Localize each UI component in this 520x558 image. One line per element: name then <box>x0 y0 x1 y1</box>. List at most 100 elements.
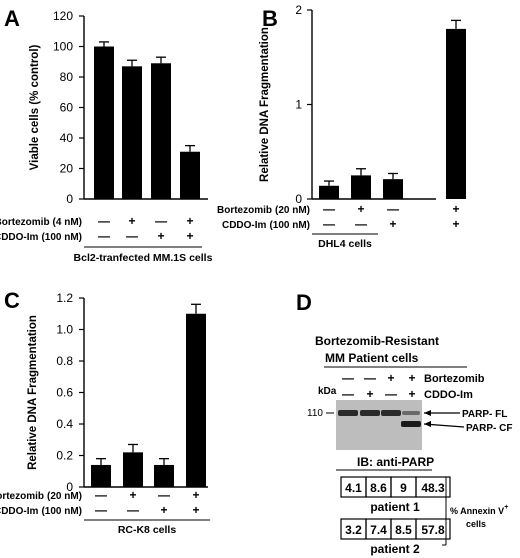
y-axis-title: Viable cells (% control) <box>29 44 41 170</box>
treatment-name: Bortezomib <box>0 217 50 228</box>
annexin-cell <box>415 518 451 540</box>
blot-title: Bortezomib-Resistant <box>315 334 439 348</box>
bar <box>180 151 200 199</box>
treatment-label: CDDO-Im(100 nM) <box>0 232 82 243</box>
annexin-cells-label: cells <box>466 519 486 529</box>
treatment-sign: + <box>452 217 459 231</box>
treatment-sign: — <box>127 503 139 517</box>
y-tick-label: 0 <box>66 480 73 494</box>
treatment-name: CDDO-Im <box>222 220 267 231</box>
treatment-sign: + <box>160 503 167 517</box>
treatment-sign: — <box>98 214 110 228</box>
y-tick-label: 0 <box>66 192 73 206</box>
treatment-dose: (100 nM) <box>41 506 82 517</box>
treatment-dose: (20 nM) <box>47 491 82 502</box>
bar <box>446 28 466 200</box>
treatment-dose: (100 nM) <box>41 232 82 243</box>
y-tick-label: 20 <box>60 162 74 176</box>
y-tick-label: 1.2 <box>56 291 73 305</box>
treatment-sign: — <box>323 217 335 231</box>
treatment-sign: — <box>155 214 167 228</box>
treatment-sign: — <box>387 202 399 216</box>
treatment-name: CDDO-Im <box>0 506 39 517</box>
treatment-sign: + <box>129 488 136 502</box>
blot-sign: + <box>366 387 373 401</box>
treatment-sign: — <box>323 202 335 216</box>
bar <box>91 464 111 487</box>
annexin-label-sup: + <box>504 504 508 511</box>
bar <box>151 63 171 200</box>
y-axis-title: Relative DNA Fragmentation <box>259 27 271 182</box>
y-axis-title: Relative DNA Fragmentation <box>27 315 39 470</box>
treatment-label: Bortezomib(20 nM) <box>217 205 310 216</box>
blot-sign: — <box>342 387 354 401</box>
y-tick-label: 100 <box>53 40 73 54</box>
blot-subtitle: MM Patient cells <box>325 351 419 365</box>
treatment-dose: (20 nM) <box>275 205 310 216</box>
x-axis-title: DHL4 cells <box>318 238 372 250</box>
band-cf-lane4 <box>401 421 421 427</box>
treatment-name: CDDO-Im <box>0 232 39 243</box>
blot-sign: + <box>408 371 415 385</box>
blot-sign: — <box>364 371 376 385</box>
annexin-value: 57.8 <box>421 523 445 537</box>
treatment-sign: + <box>186 229 193 243</box>
y-tick-label: 0.6 <box>56 386 73 400</box>
treatment-sign: + <box>192 503 199 517</box>
arrow-fl-head <box>424 410 431 416</box>
blot-bortezomib-label: Bortezomib <box>424 373 485 385</box>
y-tick-label: 0 <box>295 192 302 206</box>
treatment-sign: — <box>158 488 170 502</box>
treatment-label: CDDO-Im(100 nM) <box>0 506 82 517</box>
bar <box>383 179 403 199</box>
treatment-sign: + <box>192 488 199 502</box>
treatment-sign: + <box>128 214 135 228</box>
arrow-cf-head <box>424 421 431 427</box>
treatment-label: CDDO-Im(100 nM) <box>222 220 310 231</box>
treatment-sign: + <box>389 217 396 231</box>
panel-letter-c: C <box>4 288 20 313</box>
treatment-name: Bortezomib <box>0 491 44 502</box>
blot-sign: — <box>342 371 354 385</box>
annexin-label: % Annexin V+ <box>450 504 508 516</box>
y-tick-label: 0.2 <box>56 449 73 463</box>
band-fl-lane1 <box>338 410 358 416</box>
ib-label: IB: anti-PARP <box>357 455 434 469</box>
panel-letter-a: A <box>4 6 20 31</box>
panel-letter-d: D <box>296 290 312 315</box>
annexin-cell <box>415 476 451 498</box>
blot-sign: + <box>387 371 394 385</box>
annexin-value: 3.2 <box>345 523 362 537</box>
x-axis-title: Bcl2-tranfected MM.1S cells <box>74 252 213 264</box>
annexin-value: 4.1 <box>345 481 362 495</box>
treatment-sign: — <box>95 503 107 517</box>
treatment-sign: — <box>126 229 138 243</box>
treatment-sign: + <box>357 202 364 216</box>
y-tick-label: 0.4 <box>56 417 73 431</box>
band-fl-lane3 <box>381 410 401 416</box>
blot-treatment-signs: — — + + — + — + <box>342 371 416 401</box>
band-fl-lane4 <box>402 411 420 415</box>
treatment-dose: (100 nM) <box>269 220 310 231</box>
y-tick-label: 80 <box>60 70 74 84</box>
annexin-label-text: % Annexin V <box>450 506 504 516</box>
panel-letter-b: B <box>262 6 278 31</box>
treatment-dose: (4 nM) <box>53 217 82 228</box>
bar <box>154 464 174 487</box>
treatment-sign: — <box>355 217 367 231</box>
blot-sign: — <box>385 387 397 401</box>
bar <box>122 66 142 199</box>
treatment-name: Bortezomib <box>217 205 272 216</box>
annexin-value: 8.6 <box>370 481 387 495</box>
band-fl-lane2 <box>360 410 380 416</box>
annexin-value: 9 <box>400 481 407 495</box>
patient-label: patient 2 <box>370 542 420 556</box>
y-tick-label: 120 <box>53 9 73 23</box>
chart-a: 0 20 40 60 80 100 120 Viable cells (% control) B… <box>0 9 213 264</box>
band-label-cf: PARP- CF <box>466 423 512 434</box>
treatment-label: Bortezomib(20 nM) <box>0 491 82 502</box>
x-axis-title: RC-K8 cells <box>118 524 177 536</box>
y-tick-label: 2 <box>295 3 302 17</box>
